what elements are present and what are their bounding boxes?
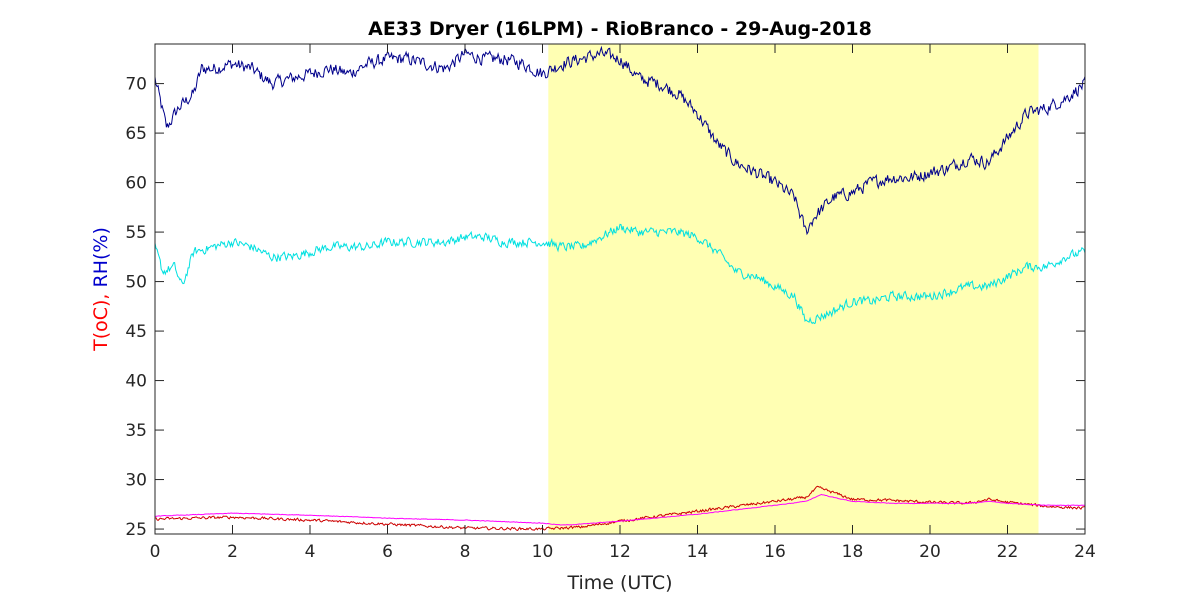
x-tick-label: 14 xyxy=(687,542,709,562)
series-line-0 xyxy=(155,45,1085,236)
x-tick-label: 6 xyxy=(382,542,393,562)
x-tick-label: 22 xyxy=(997,542,1019,562)
x-tick-label: 4 xyxy=(305,542,316,562)
y-axis-label-humidity: RH(%) xyxy=(90,227,112,287)
x-tick-label: 12 xyxy=(609,542,631,562)
highlight-region xyxy=(548,44,1039,534)
x-tick-label: 10 xyxy=(532,542,554,562)
y-tick-label: 55 xyxy=(125,223,147,243)
y-tick-label: 70 xyxy=(125,75,147,95)
y-tick-label: 40 xyxy=(125,372,147,392)
x-tick-label: 16 xyxy=(764,542,786,562)
x-tick-label: 2 xyxy=(227,542,238,562)
x-axis: 0 2 4 6 8 10 12 14 16 18 20 22 24 xyxy=(150,44,1096,562)
y-tick-label: 60 xyxy=(125,174,147,194)
y-axis-label: T(oC), RH(%) xyxy=(90,227,112,352)
x-tick-label: 8 xyxy=(460,542,471,562)
x-tick-label: 24 xyxy=(1074,542,1096,562)
series-layer xyxy=(155,45,1085,531)
series-line-1 xyxy=(155,223,1085,325)
y-tick-label: 30 xyxy=(125,471,147,491)
series-line-2 xyxy=(155,485,1085,531)
x-tick-label: 0 xyxy=(150,542,161,562)
y-tick-label: 35 xyxy=(125,421,147,441)
plot-area xyxy=(155,45,1085,531)
y-axis: 25 30 35 40 45 50 55 60 65 70 xyxy=(125,75,1085,540)
y-tick-label: 65 xyxy=(125,124,147,144)
y-tick-label: 25 xyxy=(125,520,147,540)
series-line-3 xyxy=(155,493,1085,526)
y-axis-label-temperature: T(oC), xyxy=(90,287,112,351)
x-axis-label: Time (UTC) xyxy=(566,572,672,594)
y-tick-label: 45 xyxy=(125,322,147,342)
x-tick-label: 20 xyxy=(919,542,941,562)
chart-title: AE33 Dryer (16LPM) - RioBranco - 29-Aug-… xyxy=(368,18,872,40)
x-tick-label: 18 xyxy=(842,542,864,562)
y-tick-label: 50 xyxy=(125,273,147,293)
